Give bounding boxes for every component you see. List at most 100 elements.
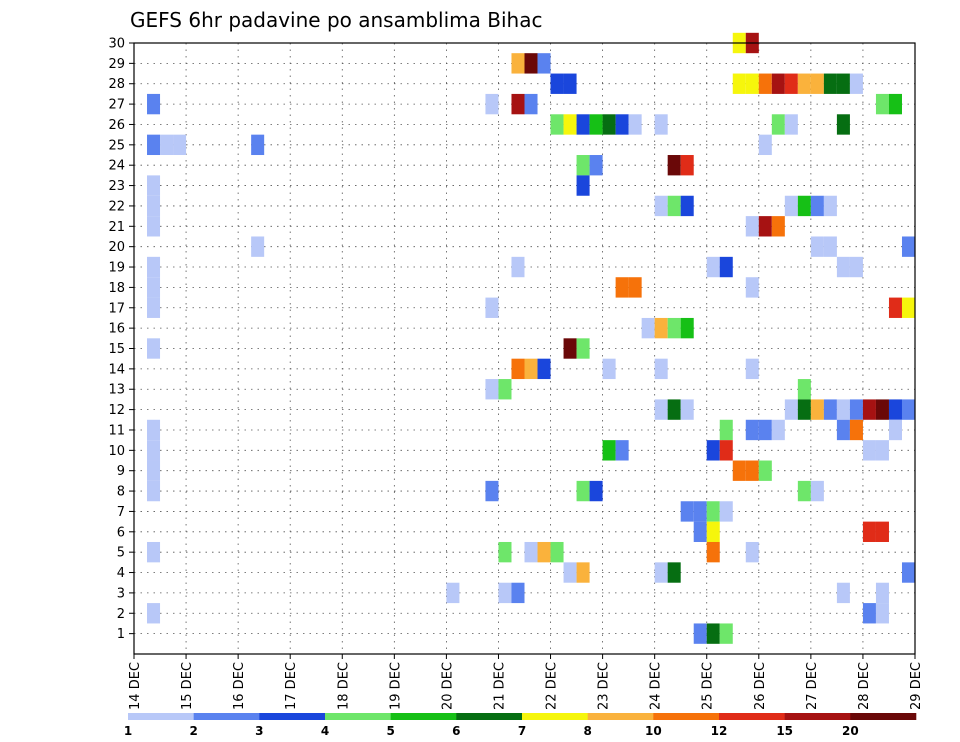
y-tick-label: 8 (117, 485, 125, 500)
precip-cell (667, 195, 681, 217)
precip-cell (602, 358, 616, 380)
precip-cell (797, 195, 811, 217)
precip-cell (810, 399, 824, 420)
y-tick-label: 5 (117, 546, 125, 561)
precip-cell (758, 73, 772, 94)
precip-cell (823, 195, 837, 217)
precip-cell (576, 562, 590, 583)
precip-cell (771, 419, 785, 441)
precip-cell (836, 114, 850, 135)
y-tick-label: 14 (108, 362, 125, 377)
colorbar-label: 10 (645, 724, 662, 738)
precip-cell (875, 93, 889, 115)
precip-cell (680, 195, 694, 217)
precip-cell (784, 73, 798, 94)
x-tick-label: 29 DEC (909, 662, 924, 710)
precip-cell (862, 440, 876, 461)
y-tick-label: 29 (108, 57, 125, 72)
precip-cell (875, 399, 889, 420)
colorbar-swatch (653, 713, 720, 720)
precip-cell (745, 216, 759, 237)
precip-cell (836, 419, 850, 441)
precip-cell (550, 114, 564, 135)
precip-cell (615, 114, 629, 135)
precip-cell (485, 297, 499, 318)
precip-cell (875, 603, 889, 624)
y-tick-label: 30 (108, 37, 125, 52)
precip-cell (615, 277, 629, 298)
colorbar-label: 3 (255, 724, 263, 738)
y-tick-label: 21 (108, 220, 125, 235)
precip-cell (147, 541, 161, 563)
colorbar-label: 2 (189, 724, 197, 738)
y-tick-label: 18 (108, 281, 125, 296)
x-tick-label: 21 DEC (492, 662, 507, 710)
y-tick-label: 17 (108, 301, 125, 316)
precip-cell (576, 114, 590, 135)
y-tick-label: 19 (108, 261, 125, 276)
precip-cell (719, 440, 733, 461)
precip-cell (719, 501, 733, 522)
precip-cell (563, 338, 577, 359)
precip-cell (628, 114, 642, 135)
precip-cell (849, 399, 863, 420)
chart-title: GEFS 6hr padavine po ansamblima Bihac (130, 8, 542, 32)
precip-cell (563, 73, 577, 94)
precip-cell (823, 236, 837, 257)
colorbar-swatch (522, 713, 588, 720)
colorbar-swatch (719, 713, 785, 720)
precip-cell (823, 73, 837, 94)
precip-cell (147, 297, 161, 318)
colorbar-swatch (325, 713, 391, 720)
precip-cell (875, 440, 889, 461)
precip-cell (667, 317, 681, 339)
precip-cell (654, 358, 668, 380)
precip-cell (745, 419, 759, 441)
precip-cell (862, 521, 876, 542)
colorbar-label: 4 (321, 724, 329, 738)
precip-cell (654, 399, 668, 420)
precip-cell (771, 114, 785, 135)
y-tick-label: 2 (117, 607, 125, 622)
precip-cell (836, 582, 850, 604)
y-tick-label: 12 (108, 403, 125, 418)
precip-cell (550, 73, 564, 94)
precip-cell (251, 134, 265, 156)
x-tick-label: 15 DEC (180, 662, 195, 710)
precip-cell (524, 358, 538, 380)
x-tick-label: 14 DEC (128, 662, 143, 710)
precip-cell (784, 399, 798, 420)
precip-cell (888, 399, 902, 420)
precip-cell (758, 134, 772, 156)
x-tick-label: 27 DEC (805, 662, 820, 710)
precip-cell (589, 155, 603, 176)
precip-cell (836, 256, 850, 278)
y-tick-label: 7 (117, 505, 125, 520)
colorbar-label: 5 (386, 724, 394, 738)
precip-cell (563, 562, 577, 583)
precip-cell (745, 277, 759, 298)
y-tick-label: 3 (117, 586, 125, 601)
colorbar-label: 7 (518, 724, 526, 738)
precip-cell (511, 256, 525, 278)
precip-cell (680, 399, 694, 420)
x-tick-label: 18 DEC (336, 662, 351, 710)
precip-cell (693, 521, 707, 542)
precip-cell (719, 623, 733, 644)
precip-cell (745, 460, 759, 481)
precip-cell (810, 236, 824, 257)
precip-cell (524, 53, 538, 74)
precip-cell (875, 521, 889, 542)
colorbar-swatch (128, 713, 194, 720)
colorbar-label: 20 (842, 724, 859, 738)
colorbar-label: 6 (452, 724, 460, 738)
precip-cell (147, 419, 161, 441)
precip-cell (589, 480, 603, 502)
precip-cell (667, 562, 681, 583)
precip-cell (732, 73, 746, 94)
precip-cell (693, 623, 707, 644)
x-tick-label: 23 DEC (597, 662, 612, 710)
colorbar-legend: 1 2 3 4 5 6 7 8 10 12 15 20 (124, 713, 917, 738)
precip-cell (537, 53, 551, 74)
precip-cell (446, 582, 460, 604)
